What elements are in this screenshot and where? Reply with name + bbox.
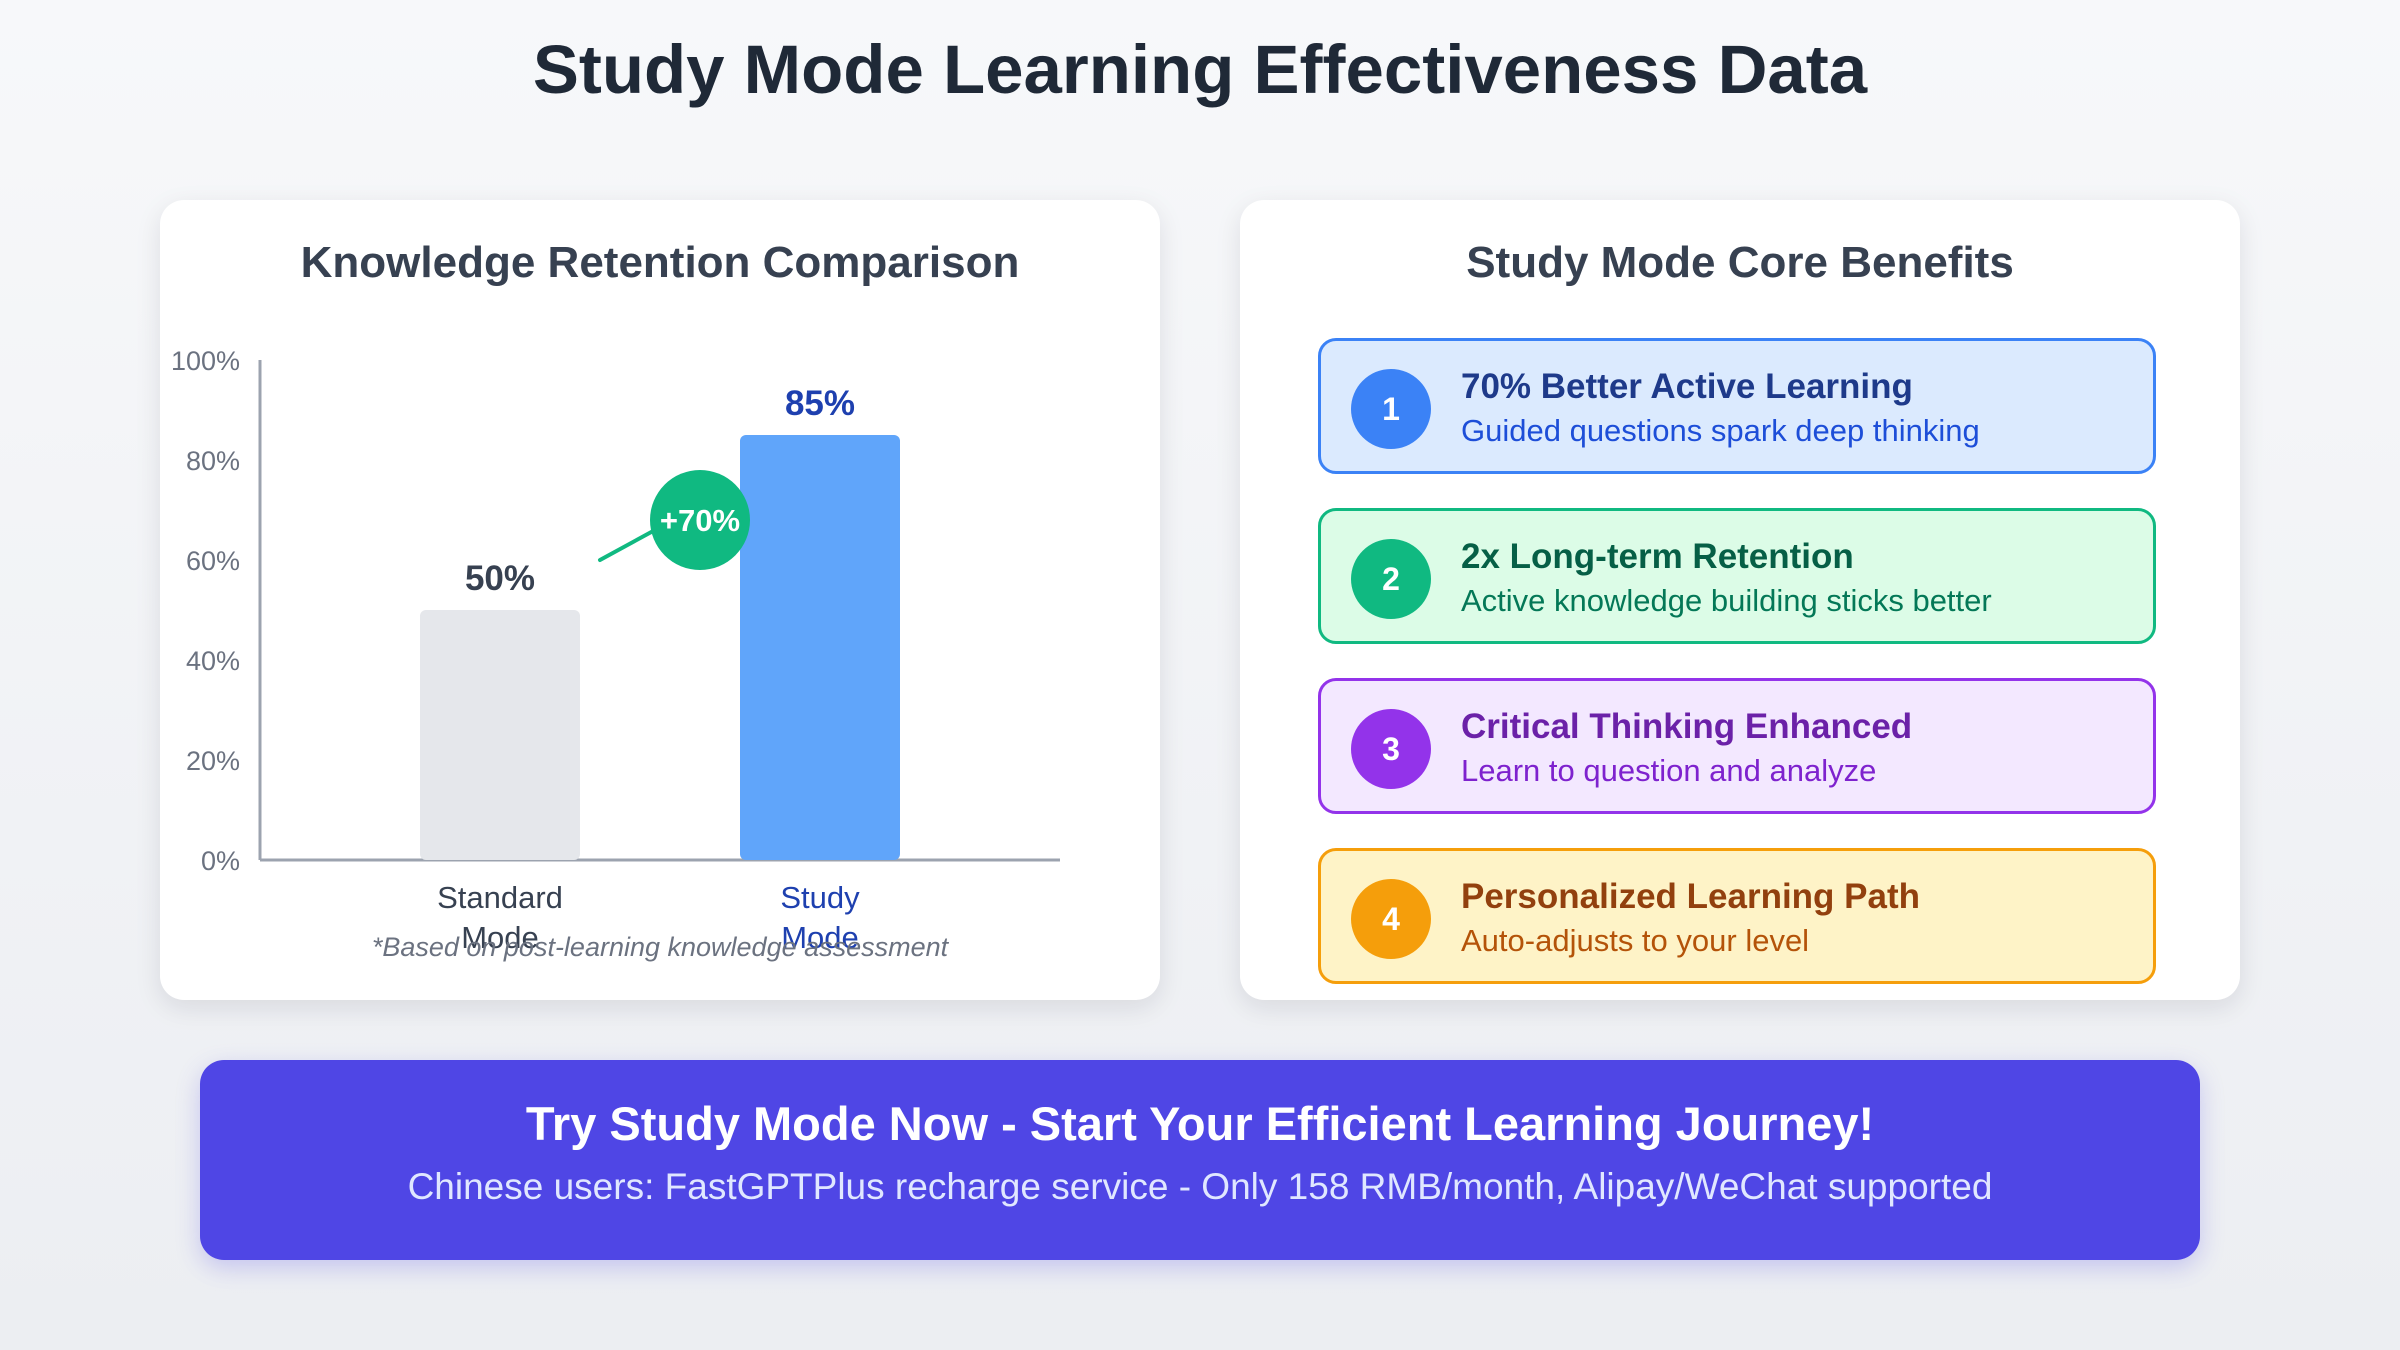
benefit-title: 70% Better Active Learning bbox=[1461, 367, 1913, 406]
improvement-badge-label: +70% bbox=[660, 503, 740, 538]
benefits-title: Study Mode Core Benefits bbox=[1466, 238, 2014, 287]
y-tick-label: 40% bbox=[186, 646, 240, 676]
retention-bar-chart: 0% 20% 40% 60% 80% 100% 50% Standard Mode 85% Stud… bbox=[171, 346, 1060, 955]
cta-subtitle: Chinese users: FastGPTPlus recharge serv… bbox=[407, 1166, 1993, 1207]
benefit-description: Guided questions spark deep thinking bbox=[1461, 413, 1980, 448]
improvement-badge bbox=[650, 470, 750, 570]
y-tick-label: 100% bbox=[171, 346, 240, 376]
benefit-description: Auto-adjusts to your level bbox=[1461, 923, 1810, 958]
cta-banner[interactable]: Try Study Mode Now - Start Your Efficien… bbox=[200, 1060, 2200, 1260]
benefit-item-retention: 2 2x Long-term Retention Active knowledg… bbox=[1318, 508, 2156, 644]
y-tick-label: 0% bbox=[201, 846, 240, 876]
benefit-title: 2x Long-term Retention bbox=[1461, 537, 1854, 576]
benefit-item-personalized-path: 4 Personalized Learning Path Auto-adjust… bbox=[1318, 848, 2156, 984]
benefits-card: Study Mode Core Benefits 1 70% Better Ac… bbox=[1240, 200, 2240, 1000]
x-tick-label: Study bbox=[780, 880, 860, 915]
benefit-description: Learn to question and analyze bbox=[1461, 753, 1877, 788]
retention-chart-card: Knowledge Retention Comparison 0% 20% 40% 6… bbox=[160, 200, 1160, 1000]
cta-title: Try Study Mode Now - Start Your Efficien… bbox=[525, 1097, 1875, 1150]
bar bbox=[420, 610, 580, 860]
x-tick-label: Standard bbox=[437, 880, 563, 915]
y-tick-label: 20% bbox=[186, 746, 240, 776]
x-tick-label: Mode bbox=[461, 920, 539, 955]
bar bbox=[740, 435, 900, 860]
chart-footnote: *Based on post-learning knowledge assess… bbox=[371, 932, 949, 962]
benefit-description: Active knowledge building sticks better bbox=[1461, 583, 1992, 618]
page-title: Study Mode Learning Effectiveness Data bbox=[532, 31, 1868, 108]
y-tick-label: 60% bbox=[186, 546, 240, 576]
benefit-title: Personalized Learning Path bbox=[1461, 877, 1920, 916]
benefit-number-badge: 2 bbox=[1351, 539, 1431, 619]
chart-title: Knowledge Retention Comparison bbox=[300, 238, 1020, 287]
benefit-item-active-learning: 1 70% Better Active Learning Guided ques… bbox=[1318, 338, 2156, 474]
benefit-title: Critical Thinking Enhanced bbox=[1461, 707, 1913, 746]
benefit-item-critical-thinking: 3 Critical Thinking Enhanced Learn to qu… bbox=[1318, 678, 2156, 814]
benefit-number-badge: 1 bbox=[1351, 369, 1431, 449]
annotation-connector bbox=[598, 528, 657, 562]
y-tick-label: 80% bbox=[186, 446, 240, 476]
bar-value-label: 85% bbox=[785, 384, 855, 423]
bar-value-label: 50% bbox=[465, 559, 535, 598]
benefit-number-badge: 3 bbox=[1351, 709, 1431, 789]
benefit-number-badge: 4 bbox=[1351, 879, 1431, 959]
x-tick-label: Mode bbox=[781, 920, 859, 955]
